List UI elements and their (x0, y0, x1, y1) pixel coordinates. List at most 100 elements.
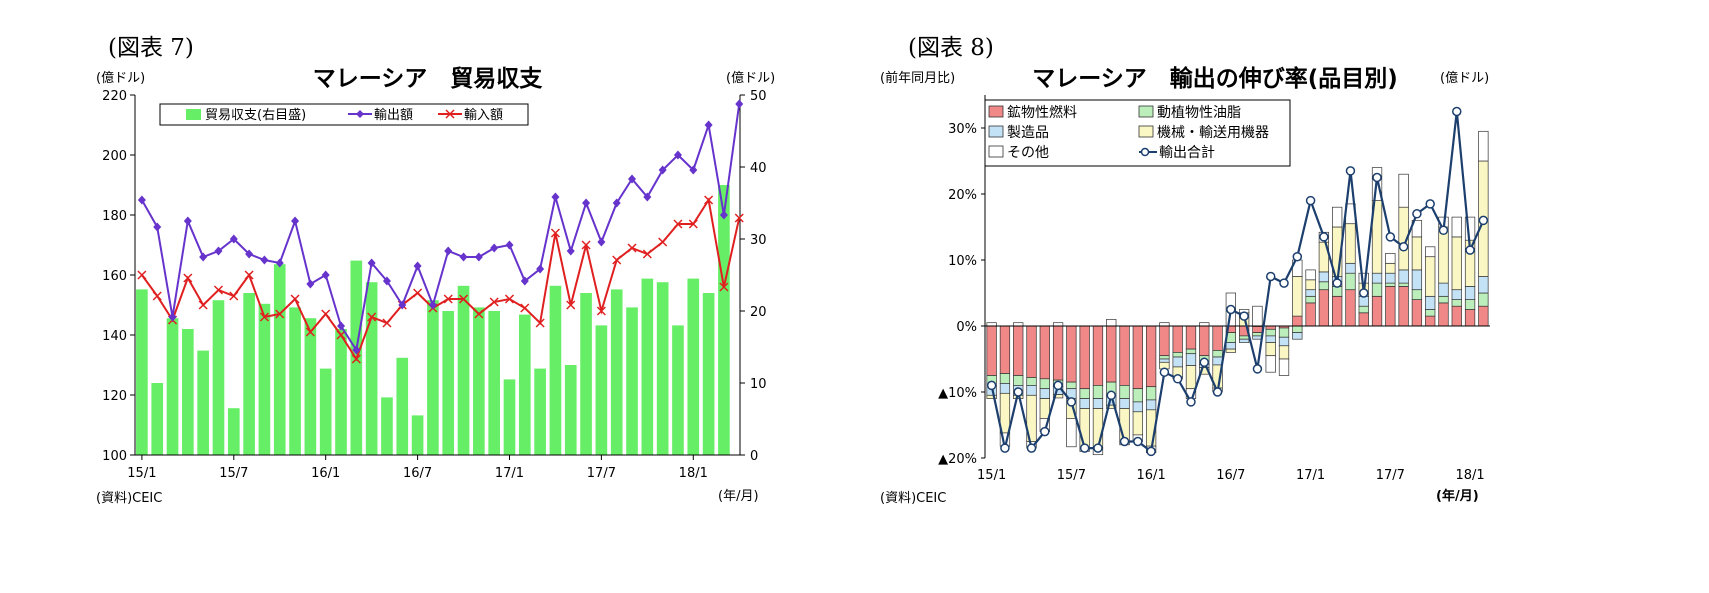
exports-marker (367, 258, 376, 268)
export-total-marker (1385, 232, 1396, 242)
fuel-bar-segment (1212, 325, 1223, 351)
machinery-bar-segment (1092, 408, 1104, 449)
export-total-marker (1093, 443, 1103, 453)
imports-marker (275, 309, 285, 319)
x-tick-label: 16/7 (1216, 468, 1245, 483)
fuel-bar-segment (1119, 325, 1130, 386)
oils-bar-segment (1332, 286, 1343, 297)
fuel-bar-segment (1332, 295, 1343, 327)
fuel-bar-segment (1066, 325, 1077, 383)
fuel-bar-segment (1132, 325, 1143, 390)
source-note: (資料)CEIC (96, 491, 162, 506)
trade-balance-chart: マレーシア 貿易収支(億ドル) (億ドル)(資料)CEIC (年/月)1001201… (96, 66, 775, 506)
exports-marker (398, 300, 407, 310)
legend-swatch (988, 125, 1004, 138)
other-bar-segment (1252, 305, 1263, 327)
machinery-bar-segment (1425, 256, 1436, 297)
imports-marker (259, 312, 269, 322)
machinery-bar-segment (1265, 342, 1276, 357)
fuel-bar-segment (1145, 325, 1157, 388)
other-bar-segment (1332, 206, 1343, 228)
oils-bar-segment (1425, 309, 1436, 317)
balance-bar (396, 357, 409, 455)
x-tick-label: 18/1 (1455, 468, 1484, 483)
imports-marker (489, 297, 499, 307)
trade-balance-panel: (図表 7) マレーシア 貿易収支 (億ドル) (億ドル) (資料)CEIC (年/月)… (0, 0, 850, 589)
oils-bar-segment (1265, 328, 1276, 337)
x-axis-unit: (年/月) (1436, 488, 1479, 504)
imports-marker (474, 309, 484, 319)
manufactured-bar-segment (1265, 335, 1276, 343)
imports-marker (550, 228, 560, 238)
exports-marker (582, 198, 591, 208)
balance-bar (595, 325, 608, 455)
oils-bar-segment (1159, 355, 1170, 360)
machinery-bar-segment (1278, 345, 1290, 360)
legend-swatch (1138, 105, 1154, 118)
export-total-marker (1292, 251, 1303, 262)
fuel-bar-segment (1106, 325, 1117, 383)
fuel-bar-segment (1398, 286, 1409, 327)
balance-bar (488, 311, 500, 455)
imports-marker (734, 213, 744, 223)
fuel-bar-segment (1385, 286, 1396, 327)
exports-marker (551, 192, 560, 202)
manufactured-bar-segment (1425, 295, 1436, 310)
export-total-marker (1119, 436, 1130, 447)
legend-label: その他 (1007, 145, 1049, 161)
exports-marker (658, 165, 667, 175)
fuel-bar-segment (986, 325, 997, 376)
oils-bar-segment (1145, 386, 1157, 401)
imports-marker (642, 249, 652, 259)
left-tick-label: 140 (102, 329, 127, 344)
balance-bar (641, 278, 654, 455)
exports-marker (536, 264, 545, 274)
fuel-bar-segment (1092, 325, 1104, 386)
machinery-bar-segment (1052, 394, 1064, 399)
export-total-marker (1305, 195, 1316, 206)
y-tick-label: 30% (948, 122, 977, 137)
left-tick-label: 120 (102, 389, 127, 404)
exports-marker (321, 270, 330, 280)
fuel-bar-segment (1425, 315, 1436, 327)
export-total-marker (1146, 446, 1156, 457)
right-tick-label: 50 (750, 89, 767, 104)
y-tick-label: 10% (948, 254, 977, 269)
manufactured-bar-segment (1411, 269, 1423, 291)
manufactured-bar-segment (1398, 269, 1409, 284)
export-total-marker (1212, 387, 1223, 397)
legend-balance-label: 貿易収支(右目盛) (205, 108, 306, 123)
figure-label: (図表 7) (108, 35, 194, 61)
exports-marker (628, 174, 637, 184)
legend-label: 動植物性油脂 (1157, 105, 1241, 121)
exports-marker (597, 237, 606, 247)
exports-marker (168, 312, 177, 322)
fuel-bar-segment (1052, 325, 1064, 381)
manufactured-bar-segment (1478, 276, 1489, 294)
right-axis-unit: (億ドル) (1440, 70, 1489, 86)
export-total-marker (1199, 357, 1210, 368)
manufactured-bar-segment (1212, 356, 1223, 366)
x-tick-label: 17/1 (1296, 468, 1325, 483)
exports-marker (245, 249, 254, 259)
exports-marker (520, 276, 529, 286)
legend-swatch (1138, 125, 1154, 138)
balance-bar (656, 282, 669, 455)
manufactured-bar-segment (1451, 289, 1462, 300)
imports-marker (413, 288, 423, 298)
balance-bar (687, 278, 700, 455)
machinery-bar-segment (1132, 411, 1143, 436)
balance-bar (227, 408, 240, 455)
export-total-marker (1239, 311, 1249, 321)
imports-marker (658, 237, 668, 247)
balance-bar (457, 285, 470, 455)
fuel-bar-segment (1013, 325, 1024, 376)
right-tick-label: 40 (750, 161, 767, 176)
exports-marker (459, 252, 468, 262)
fuel-bar-segment (1371, 295, 1383, 327)
fuel-bar-segment (1451, 305, 1462, 327)
manufactured-bar-segment (1438, 282, 1449, 297)
exports-marker (704, 120, 713, 130)
balance-bar (166, 318, 179, 455)
exports-marker (428, 300, 437, 310)
